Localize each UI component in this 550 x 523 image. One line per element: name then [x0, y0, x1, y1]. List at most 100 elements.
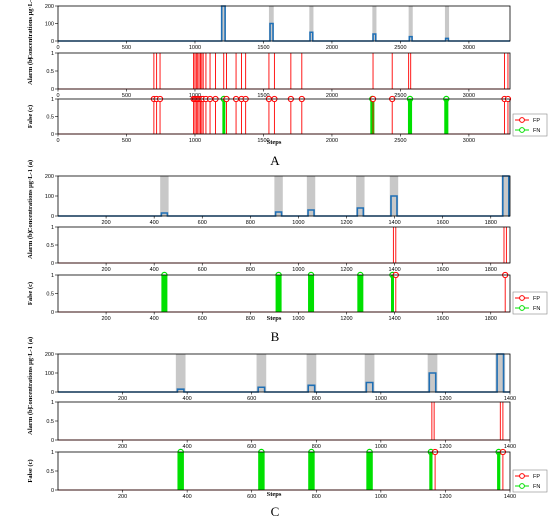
- x-tick-label: 200: [101, 316, 110, 322]
- y-tick-label: 0: [51, 310, 54, 316]
- legend-box: [512, 113, 548, 137]
- legend-box: [512, 469, 548, 493]
- x-tick-label: 600: [247, 444, 256, 450]
- x-tick-label: 1800: [485, 267, 497, 273]
- x-tick-label: 600: [198, 316, 207, 322]
- y-tick-label: 0: [51, 214, 54, 220]
- y-tick-label: 0.5: [46, 243, 54, 249]
- y-tick-label: 1: [51, 273, 54, 279]
- x-tick-label: 200: [118, 444, 127, 450]
- event-band: [306, 354, 317, 392]
- axes-frame: [57, 5, 511, 42]
- fn-band: [177, 452, 184, 490]
- event-band: [495, 354, 506, 392]
- x-tick-label: 2000: [326, 138, 338, 144]
- x-tick-label: 800: [246, 316, 255, 322]
- x-tick-label: 1600: [437, 267, 449, 273]
- y-tick-label: 0.5: [46, 292, 54, 298]
- chart-a: 0 1 0 0 2000 500 1000 1500 2000 2500 3000 Concentra…: [27, 0, 548, 168]
- axes-frame: [57, 274, 511, 313]
- y-tick-label: 0: [51, 390, 54, 396]
- x-tick-label: 1000: [189, 138, 201, 144]
- legend-fn-label: FN: [533, 128, 540, 134]
- y-tick-label: 0.5: [46, 419, 54, 425]
- legend: FP FN: [512, 113, 548, 137]
- y-tick-label: 0: [51, 39, 54, 45]
- x-tick-label: 500: [122, 93, 131, 99]
- axes-frame: [57, 451, 511, 491]
- axes-frame: [57, 353, 511, 393]
- y-tick-label: 1: [51, 225, 54, 231]
- fn-band: [308, 275, 315, 312]
- y-axis-label: Concentrations μg·L-1 (a): [27, 0, 34, 60]
- x-tick-label: 600: [198, 220, 207, 226]
- x-tick-label: 1500: [257, 138, 269, 144]
- y-axis-label: Alarm (b): [27, 407, 34, 435]
- x-tick-label: 1800: [485, 220, 497, 226]
- y-tick-label: 0: [51, 132, 54, 138]
- fn-band: [222, 99, 226, 134]
- x-tick-label: 1000: [375, 444, 387, 450]
- y-axis-label: False (c): [27, 282, 34, 305]
- y-tick-label: 1: [51, 450, 54, 456]
- legend-fp-marker: [519, 295, 525, 301]
- x-tick-label: 2500: [394, 138, 406, 144]
- fn-band: [429, 452, 433, 490]
- axes-frame: [57, 98, 511, 135]
- x-tick-label: 1400: [388, 267, 400, 273]
- y-tick-label: 0.5: [46, 469, 54, 475]
- y-tick-label: 200: [45, 174, 54, 180]
- x-tick-label: 1000: [292, 267, 304, 273]
- y-axis-label: Alarm (b): [27, 57, 34, 85]
- fn-band: [366, 452, 373, 490]
- x-tick-label: 400: [150, 316, 159, 322]
- y-tick-label: 0.5: [46, 69, 54, 75]
- x-tick-label: 1600: [437, 220, 449, 226]
- event-band: [175, 354, 186, 392]
- x-tick-label: 400: [183, 444, 192, 450]
- event-band: [274, 176, 283, 216]
- x-tick-label: 600: [247, 494, 256, 500]
- x-tick-label: 2000: [326, 45, 338, 51]
- legend-fn-marker: [519, 127, 525, 133]
- x-tick-label: 1000: [375, 396, 387, 402]
- x-tick-label: 1200: [340, 316, 352, 322]
- x-tick-label: 3000: [463, 93, 475, 99]
- legend-fn-marker: [519, 483, 525, 489]
- x-tick-label: 1400: [504, 494, 516, 500]
- x-tick-label: 3000: [463, 45, 475, 51]
- x-tick-label: 2000: [326, 93, 338, 99]
- y-axis-label: Concentrations μg·L-1 (a): [27, 337, 34, 409]
- x-tick-label: 1200: [439, 494, 451, 500]
- fn-band: [390, 275, 394, 312]
- x-tick-label: 1200: [439, 396, 451, 402]
- x-tick-label: 200: [118, 396, 127, 402]
- axes-frame: [57, 226, 511, 264]
- x-tick-label: 3000: [463, 138, 475, 144]
- y-tick-label: 0: [51, 87, 54, 93]
- axes-frame: [57, 52, 511, 90]
- y-tick-label: 1: [51, 51, 54, 57]
- legend-box: [512, 291, 548, 315]
- fn-band: [357, 275, 364, 312]
- y-axis-label: Alarm (b): [27, 231, 34, 259]
- fn-band: [444, 99, 449, 134]
- panel-c-a: 0 100 200 200 400 600 800 1000 1200 1400 Concentra…: [27, 337, 516, 409]
- x-tick-label: 1200: [340, 220, 352, 226]
- y-axis-label: Concentrations μg·L-1 (a): [27, 160, 34, 232]
- legend-fp-label: FP: [533, 118, 540, 124]
- x-tick-label: 1400: [388, 316, 400, 322]
- x-tick-label: 400: [183, 396, 192, 402]
- x-tick-label: 1800: [485, 316, 497, 322]
- x-tick-label: 500: [122, 45, 131, 51]
- event-band: [220, 6, 226, 41]
- y-tick-label: 100: [45, 371, 54, 377]
- fn-band: [161, 275, 168, 312]
- legend-fp-marker: [519, 117, 525, 123]
- event-band: [444, 6, 450, 41]
